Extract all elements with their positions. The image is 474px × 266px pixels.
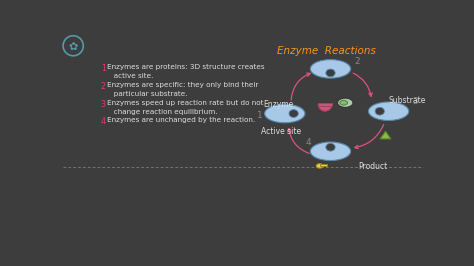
- Text: Active site: Active site: [261, 127, 301, 136]
- Text: active site.: active site.: [107, 73, 154, 79]
- Text: particular substrate.: particular substrate.: [107, 91, 188, 97]
- Text: 1: 1: [257, 111, 263, 120]
- Text: Substrate: Substrate: [389, 96, 426, 105]
- Text: Enzyme: Enzyme: [264, 100, 294, 109]
- Text: change reaction equilibrium.: change reaction equilibrium.: [107, 109, 218, 115]
- Polygon shape: [380, 131, 391, 139]
- Bar: [319, 164, 328, 166]
- Text: Enzymes speed up reaction rate but do not: Enzymes speed up reaction rate but do no…: [107, 100, 264, 106]
- Text: 2: 2: [101, 82, 106, 91]
- Text: Enzymes are unchanged by the reaction.: Enzymes are unchanged by the reaction.: [107, 117, 255, 123]
- Ellipse shape: [264, 104, 305, 123]
- Ellipse shape: [337, 98, 353, 107]
- Wedge shape: [318, 104, 332, 111]
- Ellipse shape: [289, 110, 298, 117]
- Ellipse shape: [340, 101, 347, 105]
- Text: 2: 2: [354, 57, 360, 66]
- Text: Enzyme  Reactions: Enzyme Reactions: [277, 46, 376, 56]
- Ellipse shape: [375, 107, 384, 115]
- Text: 4: 4: [101, 117, 106, 126]
- Bar: [318, 103, 332, 106]
- Text: 3: 3: [412, 98, 418, 106]
- Ellipse shape: [326, 69, 335, 77]
- Text: Enzymes are proteins: 3D structure creates: Enzymes are proteins: 3D structure creat…: [107, 64, 265, 70]
- Ellipse shape: [310, 60, 351, 78]
- Ellipse shape: [326, 143, 335, 151]
- Text: 4: 4: [306, 138, 311, 147]
- Text: Product: Product: [358, 162, 388, 171]
- Ellipse shape: [368, 102, 409, 120]
- Text: Enzymes are specific: they only bind their: Enzymes are specific: they only bind the…: [107, 82, 259, 88]
- Text: ✿: ✿: [69, 42, 78, 52]
- Ellipse shape: [316, 164, 323, 168]
- Text: 1: 1: [101, 64, 106, 73]
- Text: 3: 3: [101, 100, 106, 109]
- Ellipse shape: [310, 142, 351, 160]
